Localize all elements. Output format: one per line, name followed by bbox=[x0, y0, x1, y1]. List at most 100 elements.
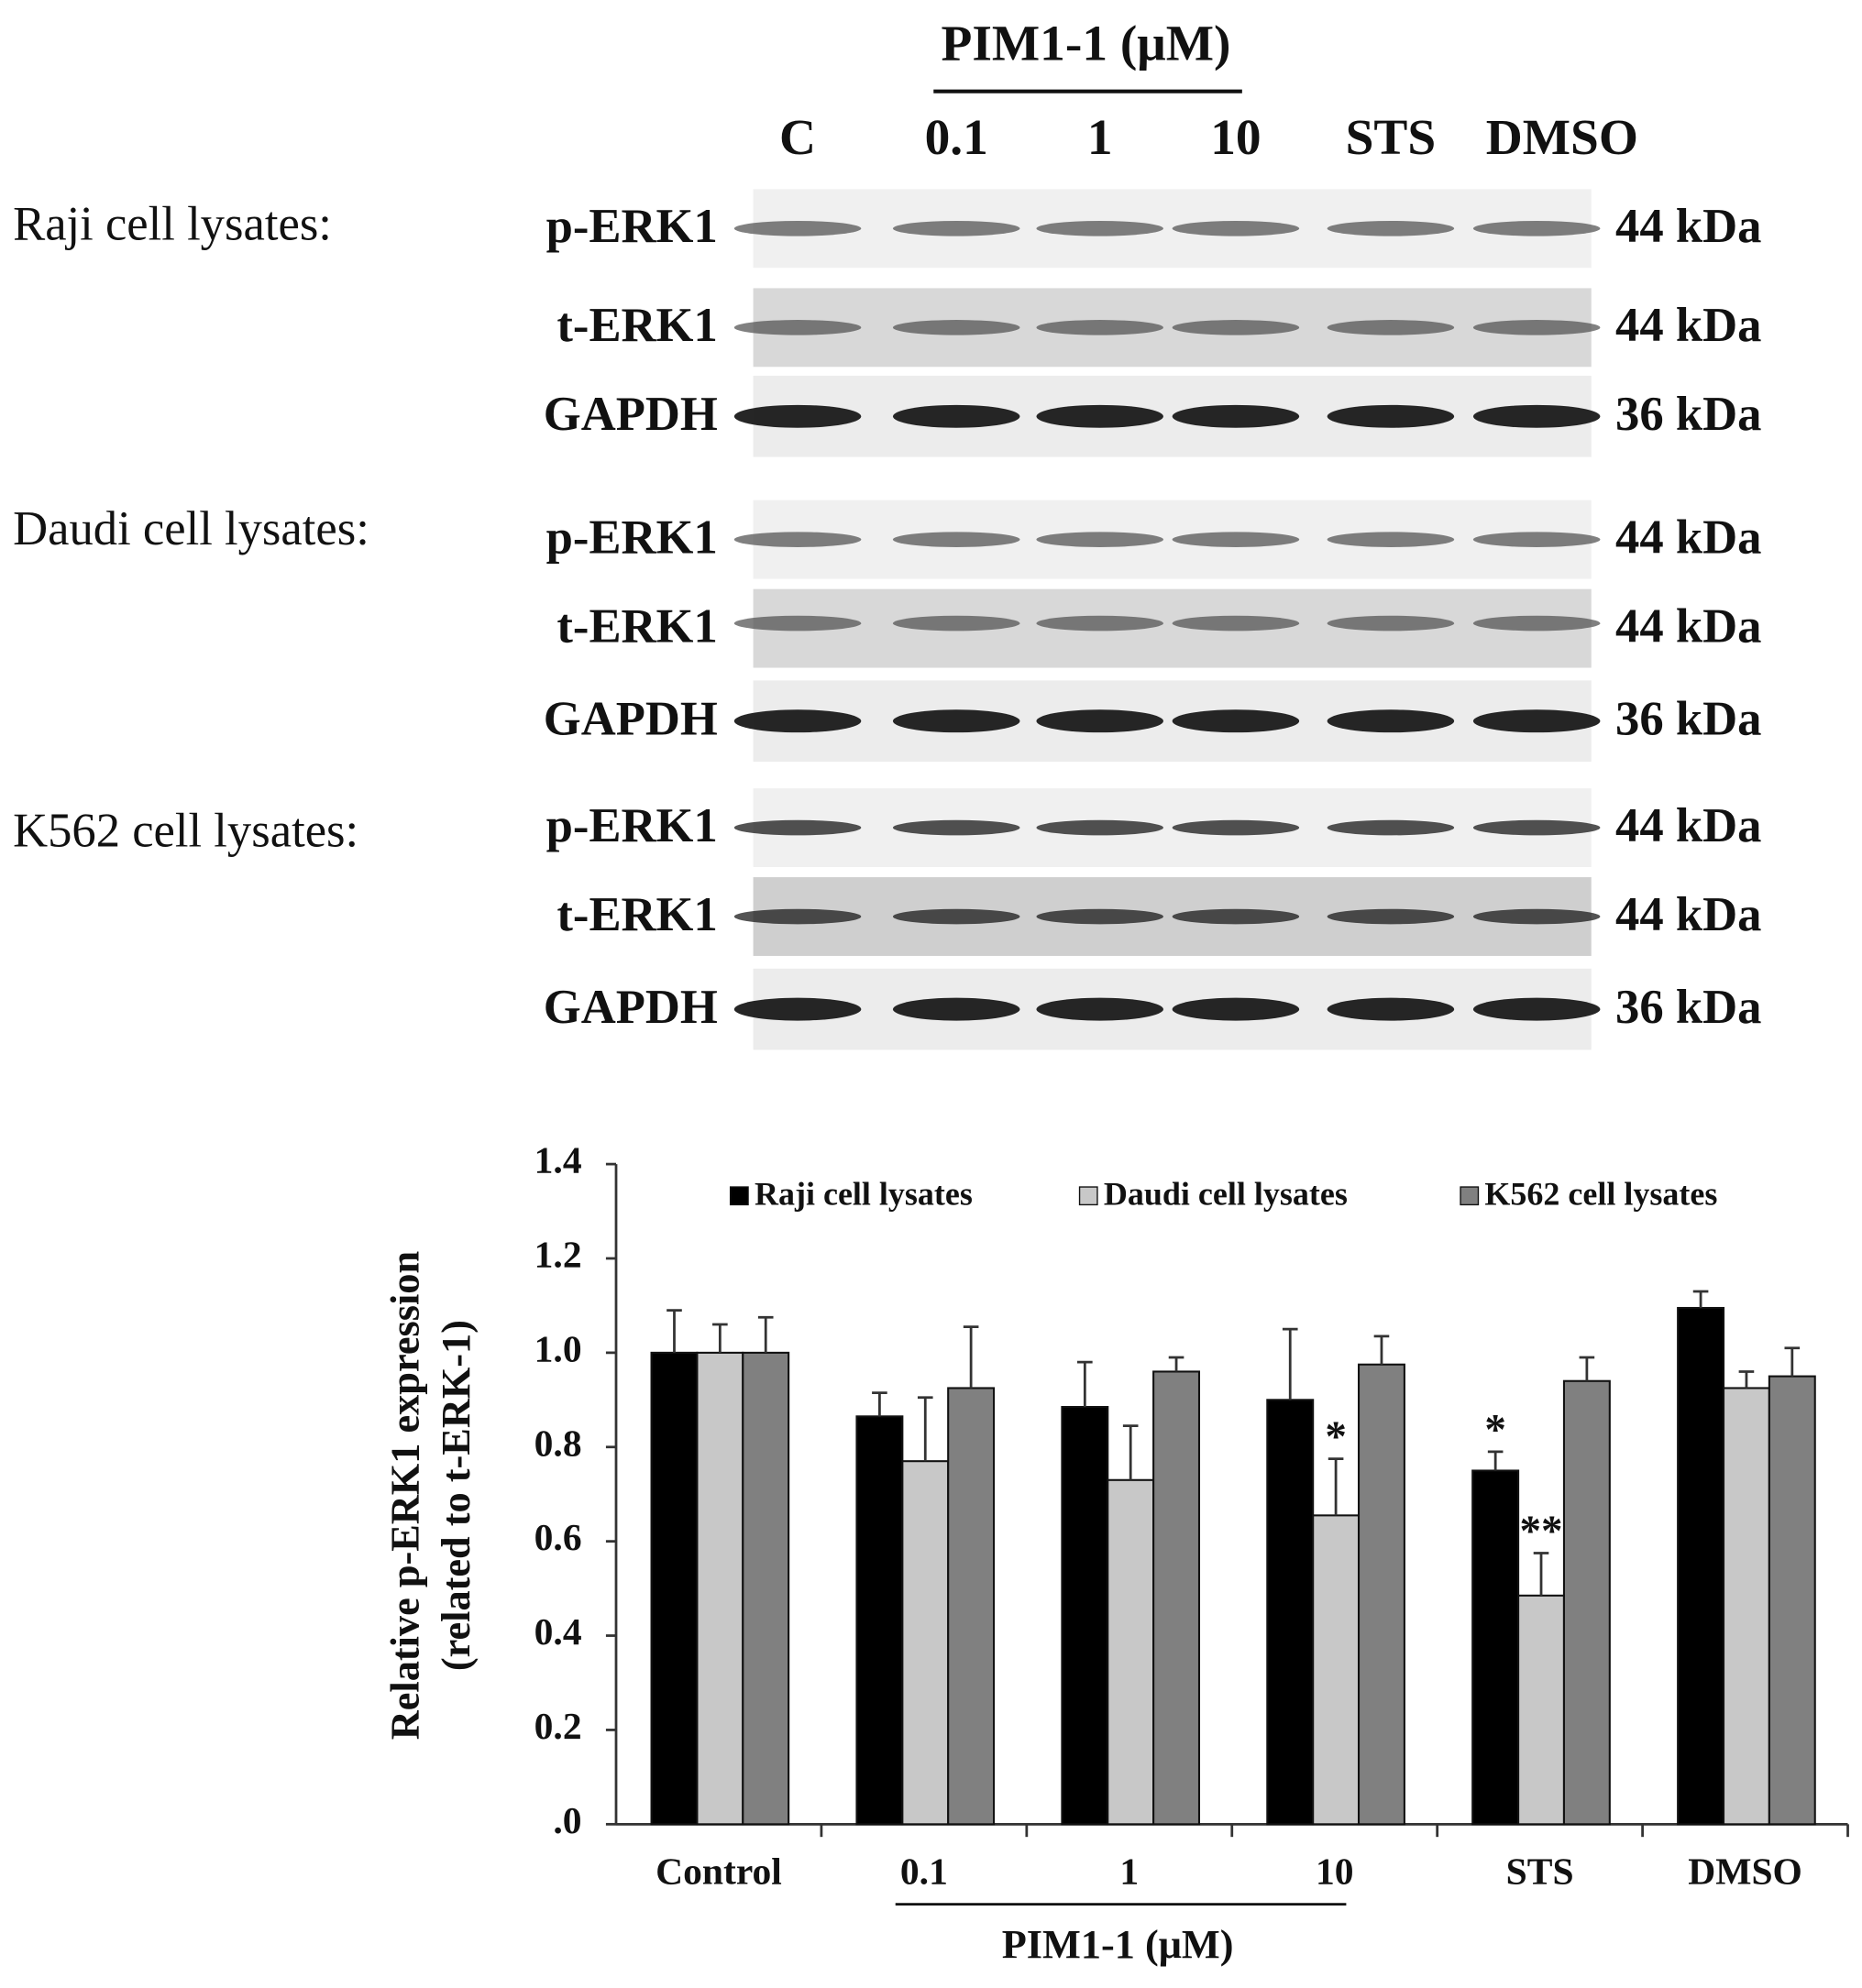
lane-label: 1 bbox=[1087, 109, 1113, 165]
band bbox=[1472, 404, 1601, 428]
bar bbox=[947, 1387, 996, 1826]
error-bar bbox=[1487, 1450, 1504, 1471]
bar bbox=[1061, 1406, 1109, 1826]
band bbox=[1327, 615, 1455, 632]
error-bar bbox=[1784, 1346, 1801, 1377]
band bbox=[1036, 819, 1163, 836]
bar bbox=[1312, 1514, 1361, 1826]
protein-label: t-ERK1 bbox=[556, 299, 717, 352]
protein-label: p-ERK1 bbox=[546, 511, 718, 564]
band bbox=[1036, 404, 1163, 428]
protein-label: p-ERK1 bbox=[546, 799, 718, 852]
band bbox=[892, 404, 1020, 428]
x-tick-label: DMSO bbox=[1688, 1850, 1802, 1892]
band bbox=[892, 615, 1020, 632]
size-label: 44 kDa bbox=[1615, 200, 1761, 253]
band bbox=[733, 615, 862, 632]
error-bar bbox=[757, 1315, 774, 1353]
panel-label: K562 cell lysates: bbox=[13, 804, 358, 857]
bar bbox=[696, 1351, 744, 1826]
band bbox=[1327, 221, 1455, 236]
bar bbox=[1677, 1306, 1725, 1826]
legend-label: K562 cell lysates bbox=[1484, 1175, 1717, 1212]
bar bbox=[1107, 1478, 1155, 1826]
legend-swatch bbox=[729, 1186, 749, 1206]
legend-label: Raji cell lysates bbox=[755, 1175, 973, 1212]
x-tick-label: Control bbox=[656, 1850, 782, 1892]
band bbox=[733, 221, 862, 236]
error-bar bbox=[1122, 1424, 1139, 1480]
y-label: (related to t-ERK-1) bbox=[434, 1320, 479, 1671]
band bbox=[1472, 532, 1601, 547]
band bbox=[1472, 709, 1601, 733]
band bbox=[1036, 320, 1163, 335]
x-tick-label: 1 bbox=[1119, 1850, 1139, 1892]
band bbox=[1472, 908, 1601, 925]
error-bar bbox=[1077, 1360, 1093, 1408]
band bbox=[1327, 709, 1455, 733]
error-bar bbox=[1373, 1334, 1390, 1365]
band bbox=[892, 709, 1020, 733]
band bbox=[1472, 819, 1601, 836]
band bbox=[733, 709, 862, 733]
error-bar bbox=[963, 1325, 979, 1389]
error-bar bbox=[712, 1323, 728, 1353]
error-bar bbox=[917, 1396, 933, 1462]
band bbox=[1172, 532, 1300, 547]
y-label: Relative p-ERK1 expression bbox=[382, 1251, 427, 1740]
x-group-label: PIM1-1 (μM) bbox=[1002, 1922, 1234, 1967]
band bbox=[1472, 221, 1601, 236]
band bbox=[733, 320, 862, 335]
legend-swatch bbox=[1460, 1186, 1480, 1206]
band bbox=[1036, 709, 1163, 733]
band bbox=[733, 404, 862, 428]
y-tick-label: 0.6 bbox=[534, 1516, 582, 1558]
y-tick-label: 1.0 bbox=[534, 1327, 582, 1369]
protein-label: GAPDH bbox=[544, 981, 718, 1034]
band bbox=[1036, 615, 1163, 632]
band bbox=[1327, 320, 1455, 335]
error-bar bbox=[667, 1309, 682, 1353]
band bbox=[1172, 908, 1300, 925]
protein-label: GAPDH bbox=[544, 693, 718, 746]
size-label: 36 kDa bbox=[1615, 693, 1761, 746]
lane-label: 10 bbox=[1210, 109, 1261, 165]
band bbox=[733, 908, 862, 925]
bar bbox=[855, 1415, 904, 1826]
blot-header: PIM1-1 (μM) bbox=[942, 15, 1231, 71]
error-bar bbox=[1282, 1327, 1298, 1400]
size-label: 44 kDa bbox=[1615, 511, 1761, 564]
band bbox=[1327, 532, 1455, 547]
bar bbox=[1471, 1469, 1520, 1826]
size-label: 44 kDa bbox=[1615, 799, 1761, 852]
band bbox=[892, 221, 1020, 236]
band bbox=[1172, 709, 1300, 733]
band bbox=[1472, 320, 1601, 335]
size-label: 36 kDa bbox=[1615, 388, 1761, 441]
panel-label: Raji cell lysates: bbox=[13, 197, 332, 250]
band bbox=[1172, 221, 1300, 236]
bar bbox=[901, 1460, 950, 1826]
band bbox=[892, 532, 1020, 547]
bar bbox=[650, 1351, 699, 1826]
band bbox=[733, 532, 862, 547]
size-label: 44 kDa bbox=[1615, 599, 1761, 653]
bar bbox=[1266, 1399, 1315, 1826]
y-tick-label: 0.2 bbox=[534, 1705, 582, 1747]
error-bar bbox=[1328, 1457, 1344, 1516]
bar bbox=[1768, 1375, 1816, 1826]
size-label: 44 kDa bbox=[1615, 888, 1761, 941]
band bbox=[1327, 404, 1455, 428]
protein-label: GAPDH bbox=[544, 388, 718, 441]
bar bbox=[1722, 1387, 1770, 1826]
y-tick-label: 1.2 bbox=[534, 1234, 582, 1276]
error-bar bbox=[1168, 1356, 1184, 1372]
error-bar bbox=[1738, 1370, 1755, 1389]
band bbox=[892, 819, 1020, 836]
band bbox=[1036, 532, 1163, 547]
legend-label: Daudi cell lysates bbox=[1104, 1175, 1348, 1212]
significance-marker: * bbox=[1484, 1406, 1506, 1454]
band bbox=[733, 819, 862, 836]
band bbox=[1172, 320, 1300, 335]
